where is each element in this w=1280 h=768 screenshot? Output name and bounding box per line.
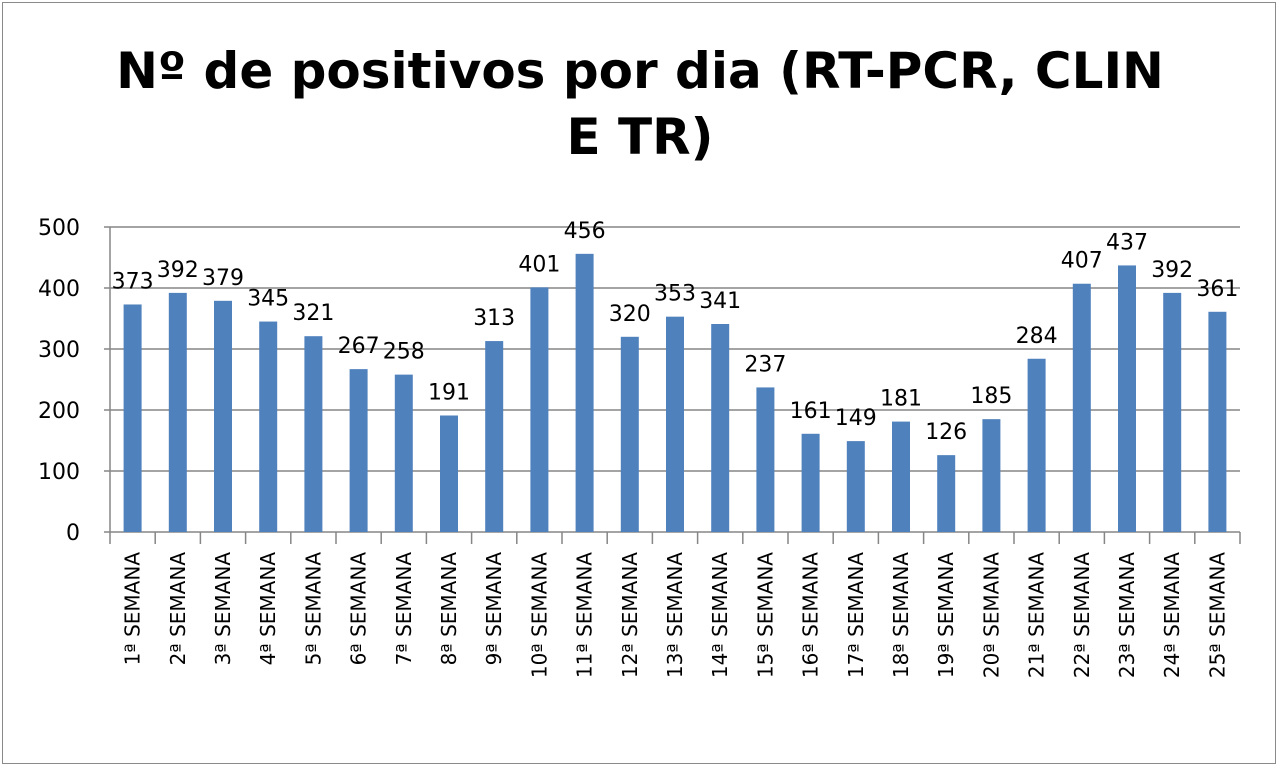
x-tick-label: 4ª SEMANA	[256, 552, 280, 666]
data-label: 321	[292, 301, 334, 326]
x-tick-label: 5ª SEMANA	[301, 552, 325, 666]
bar	[846, 441, 865, 532]
x-tick-label: 15ª SEMANA	[753, 552, 777, 678]
x-tick-label: 8ª SEMANA	[437, 552, 461, 666]
data-label: 373	[112, 269, 154, 294]
data-label: 126	[925, 420, 967, 445]
bar	[304, 336, 323, 532]
y-tick-label: 500	[38, 216, 80, 241]
bar	[1163, 292, 1182, 532]
data-label: 407	[1061, 249, 1103, 274]
data-label: 456	[564, 219, 606, 244]
x-tick-label: 14ª SEMANA	[708, 552, 732, 678]
x-tick-label: 12ª SEMANA	[618, 552, 642, 678]
data-label: 392	[157, 258, 199, 283]
data-label: 320	[609, 302, 651, 327]
data-label: 258	[383, 340, 425, 365]
x-tick-label: 20ª SEMANA	[979, 552, 1003, 678]
bar	[214, 300, 232, 532]
x-tick-label: 24ª SEMANA	[1160, 552, 1184, 678]
y-tick-label: 0	[66, 521, 80, 546]
x-tick-label: 19ª SEMANA	[934, 552, 958, 678]
bar	[575, 253, 594, 532]
data-label: 392	[1151, 258, 1193, 283]
data-label: 161	[790, 399, 832, 424]
data-label: 237	[744, 352, 786, 377]
chart-title: Nº de positivos por dia (RT-PCR, CLIN E …	[0, 38, 1280, 170]
data-label: 341	[699, 289, 741, 314]
bar	[1072, 283, 1091, 532]
chart-title-line-2: E TR)	[566, 108, 714, 166]
x-tick-label: 2ª SEMANA	[166, 552, 190, 666]
data-label: 361	[1196, 277, 1238, 302]
x-tick-label: 10ª SEMANA	[527, 552, 551, 678]
x-tick-label: 7ª SEMANA	[392, 552, 416, 666]
bar	[168, 292, 187, 532]
bar	[1118, 265, 1136, 532]
x-tick-label: 23ª SEMANA	[1115, 552, 1139, 678]
x-tick-label: 18ª SEMANA	[889, 552, 913, 678]
data-label: 181	[880, 387, 922, 412]
bar	[1208, 311, 1227, 532]
data-label: 149	[835, 406, 877, 431]
bar	[937, 455, 956, 532]
data-label: 284	[1016, 324, 1058, 349]
y-tick-label: 200	[38, 399, 80, 424]
data-label: 379	[202, 266, 244, 291]
bar	[485, 341, 504, 532]
x-tick-label: 17ª SEMANA	[844, 552, 868, 678]
bar	[123, 304, 142, 532]
bar	[349, 369, 368, 532]
bar	[259, 321, 278, 532]
bar	[666, 316, 684, 532]
x-tick-label: 16ª SEMANA	[799, 552, 823, 678]
y-tick-label: 400	[38, 277, 80, 302]
data-label: 353	[654, 282, 696, 307]
x-tick-label: 1ª SEMANA	[121, 552, 145, 666]
data-label: 185	[970, 384, 1012, 409]
bar	[756, 387, 775, 532]
bar	[711, 323, 730, 532]
data-label: 313	[473, 306, 515, 331]
x-tick-label: 3ª SEMANA	[211, 552, 235, 666]
y-tick-label: 300	[38, 338, 80, 363]
data-label: 437	[1106, 230, 1148, 255]
bar	[892, 421, 910, 532]
x-tick-label: 13ª SEMANA	[663, 552, 687, 678]
x-tick-label: 21ª SEMANA	[1025, 552, 1049, 678]
x-tick-label: 9ª SEMANA	[482, 552, 506, 666]
data-label: 267	[338, 334, 380, 359]
chart-title-line-1: Nº de positivos por dia (RT-PCR, CLIN	[116, 42, 1164, 100]
bar	[620, 336, 639, 532]
data-label: 345	[247, 287, 289, 312]
bar	[394, 374, 413, 532]
data-label: 191	[428, 380, 470, 405]
x-tick-label: 6ª SEMANA	[347, 552, 371, 666]
bar	[530, 287, 549, 532]
x-tick-label: 11ª SEMANA	[573, 552, 597, 678]
bar	[1027, 358, 1046, 532]
bar	[440, 415, 458, 532]
x-tick-label: 25ª SEMANA	[1205, 552, 1229, 678]
bar	[801, 433, 820, 532]
x-tick-label: 22ª SEMANA	[1070, 552, 1094, 678]
y-tick-label: 100	[38, 460, 80, 485]
data-label: 401	[518, 252, 560, 277]
bar	[982, 419, 1001, 532]
